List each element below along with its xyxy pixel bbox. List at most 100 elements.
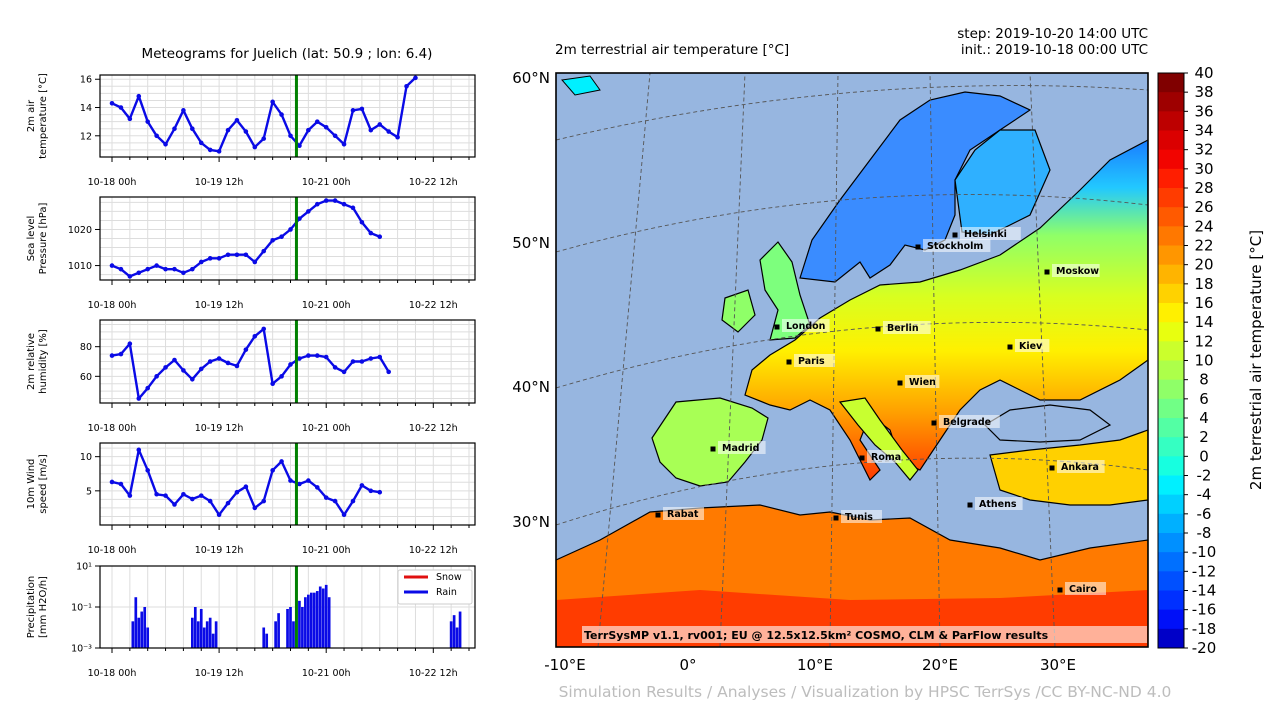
meteogram-temperature: 10-18 00h 10-19 12h 10-21 00h 10-22 12h 2m a… xyxy=(26,73,476,188)
panel-background xyxy=(100,443,475,525)
rain-bar xyxy=(134,597,138,648)
data-point xyxy=(368,127,374,133)
data-point xyxy=(154,263,159,268)
meteogram-pressure: 10-18 00h 10-19 12h 10-21 00h 10-22 12h Sea … xyxy=(26,196,476,311)
data-point xyxy=(145,468,150,473)
data-point xyxy=(109,263,115,268)
x-tick-label: 10-18 00h xyxy=(88,545,137,556)
data-point xyxy=(261,136,267,141)
colorbar-segment xyxy=(1158,533,1184,553)
lat-label: 60°N xyxy=(512,69,550,87)
lon-label: 20°E xyxy=(922,656,958,674)
data-point xyxy=(216,512,222,518)
colorbar-tick-label: 36 xyxy=(1194,102,1213,120)
city-marker xyxy=(655,512,661,518)
data-point xyxy=(198,493,204,498)
lat-label: 40°N xyxy=(512,378,550,396)
data-point xyxy=(181,270,186,276)
colorbar-segment xyxy=(1158,322,1184,342)
colorbar-tick-label: -14 xyxy=(1192,582,1217,600)
data-point xyxy=(288,227,293,232)
city-label: Roma xyxy=(871,452,901,463)
colorbar-segment xyxy=(1158,418,1184,438)
rain-bar xyxy=(327,597,331,648)
data-point xyxy=(368,356,374,361)
city-label: Rabat xyxy=(667,509,699,520)
city-label-bg xyxy=(782,319,830,332)
data-point xyxy=(341,512,347,518)
data-point xyxy=(163,141,168,147)
x-tick-label: 10-21 00h xyxy=(302,300,351,311)
data-point xyxy=(145,385,150,391)
y-axis-label: Sea level xyxy=(26,216,37,262)
colorbar-tick-label: 26 xyxy=(1194,198,1213,216)
city-label-bg xyxy=(939,415,1000,428)
city-label-bg xyxy=(1065,582,1106,595)
data-point xyxy=(368,230,374,236)
y-tick-label: 10 xyxy=(80,452,92,463)
x-tick-label: 10-19 12h xyxy=(195,177,244,188)
colorbar-tick-label: 34 xyxy=(1194,122,1213,140)
data-point xyxy=(172,502,177,507)
y-tick-label: 10⁻³ xyxy=(71,644,92,655)
data-point xyxy=(127,493,133,498)
colorbar-segment xyxy=(1158,398,1184,419)
rain-bar xyxy=(146,627,150,648)
x-tick-label: 10-22 12h xyxy=(409,545,458,556)
x-tick-label: 10-22 12h xyxy=(409,300,458,311)
rain-bar xyxy=(315,591,319,648)
rain-bar xyxy=(455,627,459,648)
data-point xyxy=(190,266,195,272)
x-tick-label: 10-18 00h xyxy=(88,177,137,188)
city-marker xyxy=(931,420,937,426)
rain-bar xyxy=(202,627,206,648)
rain-bar xyxy=(265,633,269,648)
data-point xyxy=(386,369,391,375)
data-point xyxy=(181,108,186,113)
data-point xyxy=(270,238,275,243)
rain-bar xyxy=(449,621,453,648)
map-note: TerrSysMP v1.1, rv001; EU @ 12.5x12.5km²… xyxy=(584,629,1049,642)
data-point xyxy=(198,366,204,372)
data-point xyxy=(297,143,302,148)
rain-bar xyxy=(262,627,266,648)
data-point xyxy=(288,362,293,367)
colorbar-tick-label: -18 xyxy=(1192,620,1217,638)
land-iceland xyxy=(561,75,601,96)
map-title: 2m terrestrial air temperature [°C] xyxy=(555,42,789,58)
city-label-bg xyxy=(975,497,1023,510)
y-tick-label: 1020 xyxy=(68,225,92,236)
data-point xyxy=(314,119,320,124)
rain-bar xyxy=(289,607,292,648)
colorbar-tick-label: 20 xyxy=(1194,256,1213,274)
rain-bar xyxy=(452,615,456,648)
data-point xyxy=(136,93,142,99)
black-sea xyxy=(984,404,1112,443)
y-axis-label: 10m Wind xyxy=(26,459,37,510)
colorbar-segment xyxy=(1158,92,1184,112)
colorbar-tick-label: -6 xyxy=(1197,505,1212,523)
data-point xyxy=(341,369,347,375)
data-point xyxy=(109,353,115,358)
legend-label: Rain xyxy=(436,587,457,598)
data-point xyxy=(225,127,231,133)
panel-frame xyxy=(99,74,476,158)
city-label: Kiev xyxy=(1019,341,1043,352)
rain-bar xyxy=(193,607,197,648)
data-point xyxy=(181,368,186,373)
city-label: Tunis xyxy=(845,512,873,523)
data-point xyxy=(207,147,213,153)
colorbar-tick-label: 10 xyxy=(1194,352,1213,370)
city-marker xyxy=(875,326,881,332)
precip-legend: Snow Rain xyxy=(397,569,473,605)
colorbar-segment xyxy=(1158,475,1184,496)
data-point xyxy=(172,126,177,132)
data-point xyxy=(136,270,142,276)
data-point xyxy=(314,201,320,207)
data-point xyxy=(136,396,142,401)
data-point xyxy=(225,500,231,506)
city-label: Wien xyxy=(909,377,936,388)
colorbar-tick-label: 38 xyxy=(1194,83,1213,101)
y-tick-label: 60 xyxy=(80,372,92,383)
